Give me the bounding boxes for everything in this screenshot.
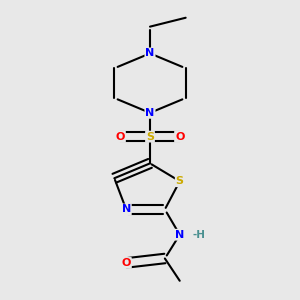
Text: O: O (175, 132, 184, 142)
Text: N: N (175, 230, 184, 240)
Text: O: O (116, 132, 125, 142)
Text: S: S (146, 132, 154, 142)
Text: S: S (176, 176, 184, 186)
Text: -H: -H (193, 230, 206, 240)
Text: O: O (122, 258, 131, 268)
Text: N: N (122, 204, 131, 214)
Text: N: N (146, 48, 154, 59)
Text: N: N (146, 108, 154, 118)
